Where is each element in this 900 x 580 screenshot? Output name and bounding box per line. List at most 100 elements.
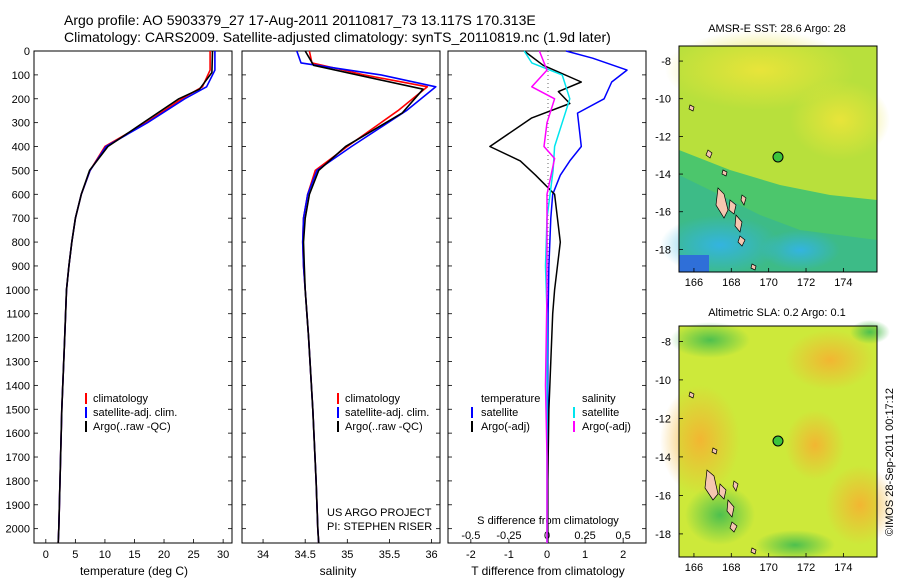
diff-legend-sal-argo: Argo(-adj) [582, 421, 631, 433]
imos-credit: ©IMOS 28-Sep-2011 00:17:12 [884, 388, 896, 536]
temperature-profile-lines [57, 50, 216, 544]
sst-map-y-ticks: -8 -10 -12 -14 -16 -18 [655, 56, 683, 256]
map-lat-label: -18 [655, 529, 671, 541]
x-tick-label: 30 [217, 549, 229, 561]
depth-tick-label: 1400 [6, 380, 30, 392]
difference-profile-lines [489, 50, 628, 543]
depth-tick-label: 600 [12, 189, 30, 201]
series-line-climatology [57, 51, 211, 544]
sla-map-x-ticks: 166 168 170 172 174 [685, 553, 853, 574]
depth-tick-label: 1500 [6, 404, 30, 416]
sla-map-y-ticks: -8 -10 -12 -14 -16 -18 [655, 336, 683, 541]
map-lat-label: -12 [655, 413, 671, 425]
depth-tick-label: 800 [12, 237, 30, 249]
salinity-x-label: salinity [320, 564, 357, 578]
x-tick-label: -2 [466, 549, 476, 561]
depth-tick-label: 400 [12, 142, 30, 154]
sla-map [660, 320, 895, 560]
x-tick-label: 5 [72, 549, 78, 561]
series-line-argo-raw-qc- [302, 50, 424, 544]
depth-tick-label: 1200 [6, 333, 30, 345]
t-difference-ticks: -2 -1 0 1 2 [466, 539, 626, 561]
series-line-satellite-adj-clim- [296, 50, 437, 544]
sla-map-title: Altimetric SLA: 0.2 Argo: 0.1 [708, 307, 846, 319]
x-tick-label: 34.5 [294, 549, 315, 561]
x-tick-label: 36 [425, 549, 437, 561]
difference-legend: temperature salinity satellite Argo(-adj… [471, 393, 631, 433]
depth-tick-label: 700 [12, 213, 30, 225]
map-lat-label: -18 [655, 244, 671, 256]
map-lon-label: 166 [685, 562, 703, 574]
depth-tick-label: 900 [12, 261, 30, 273]
sst-argo-location-marker [772, 151, 784, 163]
temperature-legend: climatology satellite-adj. clim. Argo(..… [85, 393, 177, 433]
map-lon-label: 170 [759, 562, 777, 574]
sal-legend-climatology: climatology [345, 393, 401, 405]
map-lon-label: 168 [722, 277, 740, 289]
map-lon-label: 174 [834, 562, 852, 574]
x-tick-label: 35.5 [379, 549, 400, 561]
map-lat-label: -8 [661, 56, 671, 68]
depth-tick-label: 1600 [6, 428, 30, 440]
project-note: US ARGO PROJECT [327, 507, 432, 519]
depth-tick-label: 300 [12, 118, 30, 130]
diff-legend-temp-argo: Argo(-adj) [481, 421, 530, 433]
temp-legend-satellite: satellite-adj. clim. [93, 407, 177, 419]
map-lon-label: 166 [685, 277, 703, 289]
depth-tick-label: 200 [12, 94, 30, 106]
map-lat-label: -10 [655, 94, 671, 106]
map-lat-label: -14 [655, 169, 671, 181]
map-lat-label: -16 [655, 207, 671, 219]
x-tick-label: -0.25 [496, 530, 521, 542]
sal-legend-satellite: satellite-adj. clim. [345, 407, 429, 419]
x-tick-label: 20 [158, 549, 170, 561]
diff-legend-sal-title: salinity [582, 393, 616, 405]
map-lon-label: 174 [834, 277, 852, 289]
diff-legend-temp-satellite: satellite [481, 407, 518, 419]
depth-tick-label: 1000 [6, 285, 30, 297]
x-tick-label: 10 [99, 549, 111, 561]
salinity-legend: climatology satellite-adj. clim. Argo(..… [337, 393, 429, 433]
map-lat-label: -10 [655, 375, 671, 387]
map-lon-label: 170 [759, 277, 777, 289]
salinity-x-ticks: 34 34.5 35 35.5 36 [257, 539, 438, 561]
temperature-x-label: temperature (deg C) [80, 564, 188, 578]
map-lon-label: 172 [797, 562, 815, 574]
depth-tick-label: 1300 [6, 356, 30, 368]
series-line-salinity-argo-adj- [531, 50, 556, 543]
diff-legend-temp-title: temperature [481, 393, 540, 405]
t-difference-label: T difference from climatology [471, 564, 625, 578]
series-line-argo-raw-qc- [57, 50, 214, 544]
x-tick-label: -1 [504, 549, 514, 561]
depth-axis-labels: 0 100 200 300 400 500 600 700 800 900 1000 1100 1200… [6, 46, 646, 536]
depth-tick-label: 1700 [6, 452, 30, 464]
map-lat-label: -8 [661, 336, 671, 348]
s-difference-ticks: -0.5 -0.25 0 0.25 0.5 [461, 530, 630, 542]
temperature-panel-frame [33, 50, 233, 544]
depth-tick-label: 500 [12, 165, 30, 177]
temperature-x-ticks: 0 5 10 15 20 25 30 [43, 539, 229, 561]
series-line-satellite-adj-clim- [57, 51, 216, 544]
x-tick-label: 1 [582, 549, 588, 561]
sla-argo-location-marker [772, 435, 784, 447]
x-tick-label: 0.25 [574, 530, 595, 542]
series-line-temperature-argo-adj- [489, 50, 583, 543]
depth-tick-label: 1800 [6, 476, 30, 488]
series-line-temperature-satellite [547, 50, 628, 543]
sst-map-x-ticks: 166 168 170 172 174 [685, 268, 853, 289]
x-tick-label: 35 [341, 549, 353, 561]
temp-legend-climatology: climatology [93, 393, 149, 405]
depth-tick-label: 1900 [6, 500, 30, 512]
sal-legend-argo: Argo(..raw -QC) [345, 421, 423, 433]
x-tick-label: 15 [128, 549, 140, 561]
depth-tick-label: 100 [12, 70, 30, 82]
temp-legend-argo: Argo(..raw -QC) [93, 421, 171, 433]
series-line-climatology [301, 50, 429, 544]
map-lon-label: 168 [722, 562, 740, 574]
diff-legend-sal-satellite: satellite [582, 407, 619, 419]
x-tick-label: -0.5 [461, 530, 480, 542]
pi-note: PI: STEPHEN RISER [327, 521, 432, 533]
x-tick-label: 0 [43, 549, 49, 561]
x-tick-label: 0 [544, 549, 550, 561]
